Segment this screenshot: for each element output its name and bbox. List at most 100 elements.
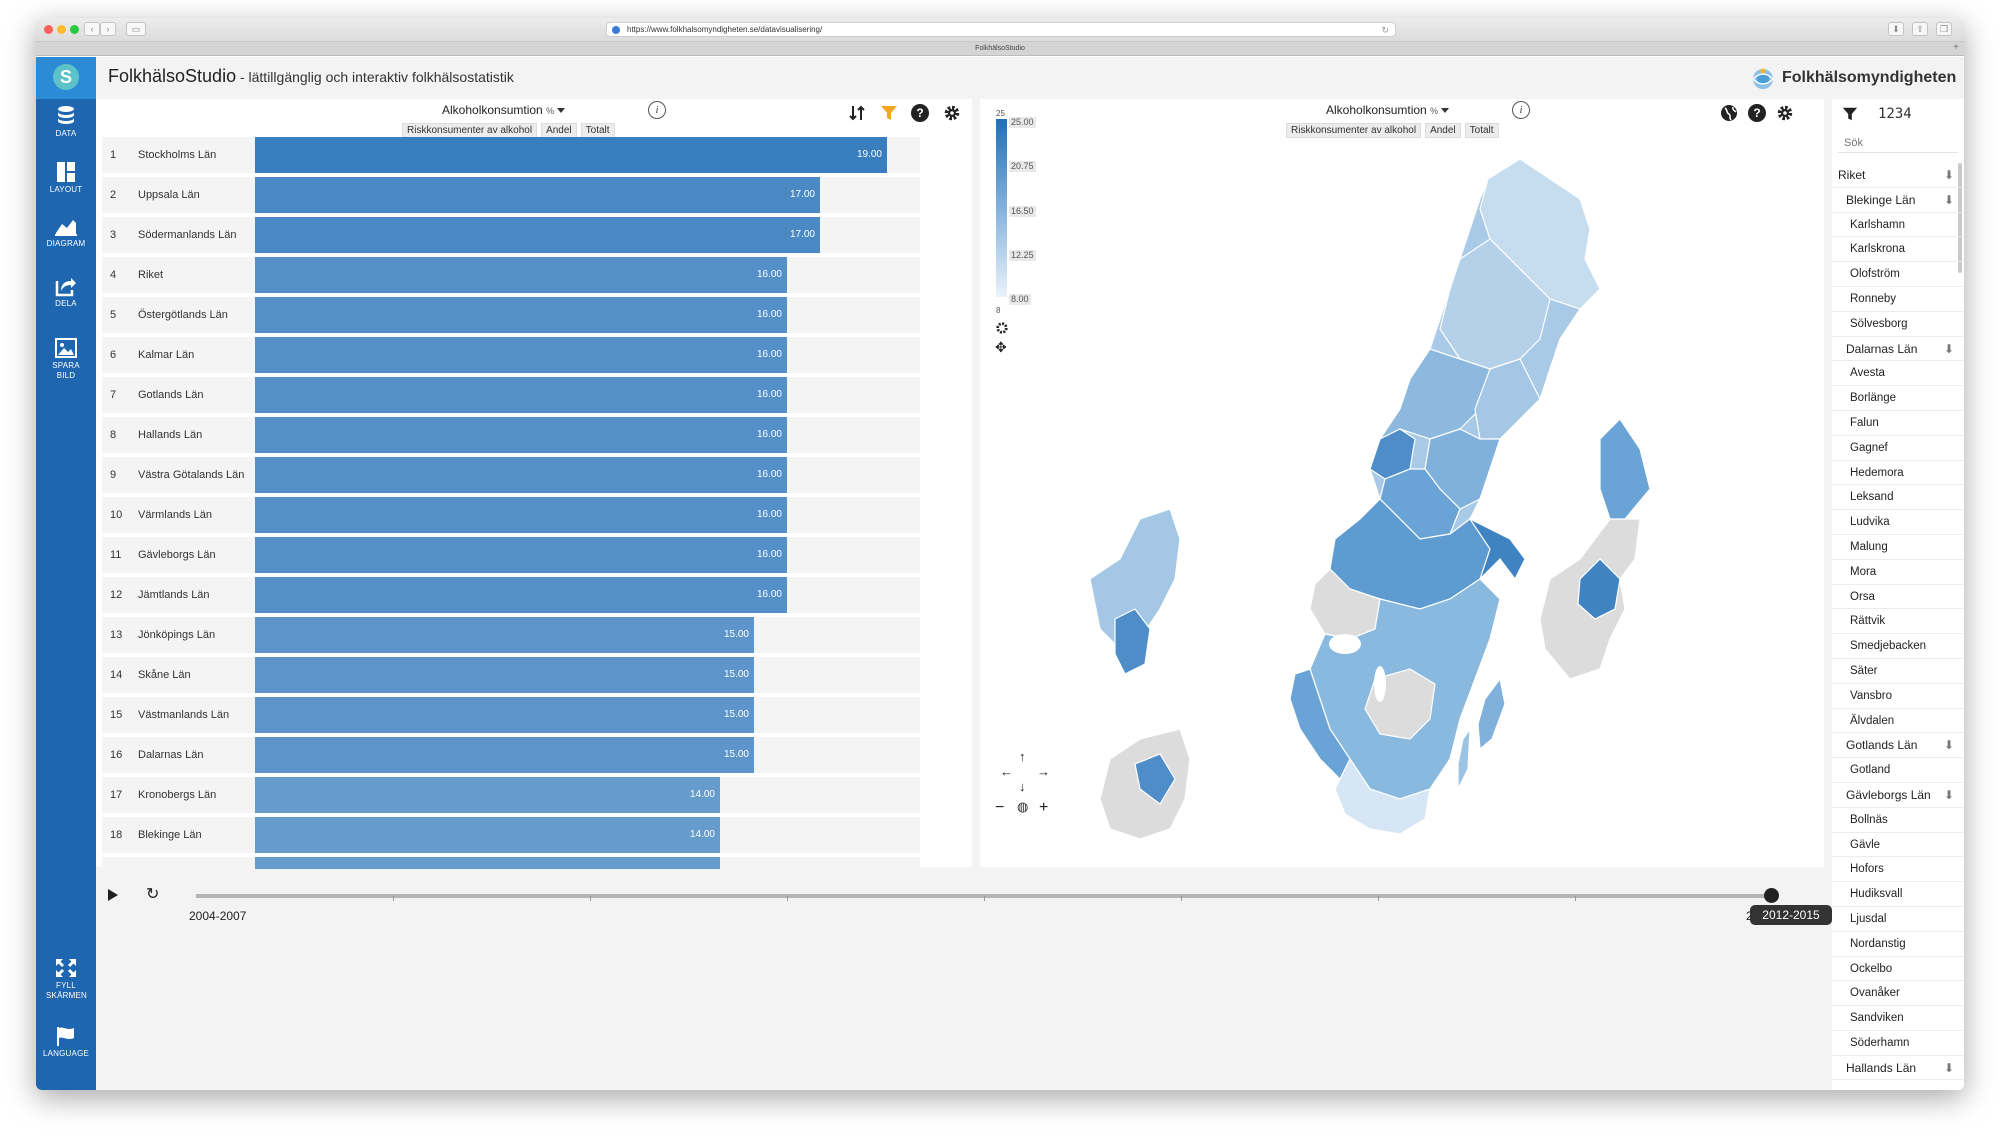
forward-icon[interactable]: › [100,22,116,36]
filter-item-municipality[interactable]: Karlshamn [1832,213,1964,238]
pan-left-icon[interactable]: ← [1000,764,1013,779]
expand-arrow-icon[interactable]: ⬇ [1943,787,1954,802]
filter-item-municipality[interactable]: Bollnäs [1832,808,1964,833]
bar[interactable]: 14.00 [255,817,720,853]
sidebar-item-language[interactable]: LANGUAGE [36,1025,96,1059]
new-tab-icon[interactable]: + [1953,42,1959,53]
org-logo[interactable]: Folkhälsomyndigheten [1750,65,1956,93]
filter-item-municipality[interactable]: Gagnef [1832,436,1964,461]
bar[interactable]: 16.00 [255,577,787,613]
bar[interactable]: 16.00 [255,457,787,493]
filter-item-municipality[interactable]: Ljusdal [1832,907,1964,932]
bar-row[interactable]: 16 Dalarnas Län 15.00 [102,737,920,773]
filter-item-county[interactable]: Hallands Län ⬇ [1832,1056,1964,1081]
filter-item-county[interactable]: Dalarnas Län ⬇ [1832,337,1964,362]
bar-row[interactable]: 9 Västra Götalands Län 16.00 [102,457,920,493]
tabs-overview-icon[interactable]: ❐ [1936,22,1952,36]
chip-measure-type[interactable]: Andel [541,123,577,138]
filter-item-municipality[interactable]: Gotland [1832,758,1964,783]
globe-icon[interactable] [1720,104,1738,122]
pan-right-icon[interactable]: → [1037,764,1050,779]
map-measure-selector[interactable]: Alkoholkonsumtion % [1326,103,1450,117]
minimize-window-button[interactable] [57,25,66,34]
filter-item-municipality[interactable]: Karlskrona [1832,237,1964,263]
map-help-icon[interactable]: ? [1748,104,1766,122]
bar[interactable]: 17.00 [255,177,820,213]
info-icon[interactable]: i [648,101,666,119]
close-window-button[interactable] [44,25,53,34]
filter-item-municipality[interactable]: Söderhamn [1832,1031,1964,1056]
filter-item-municipality[interactable]: Ovanåker [1832,981,1964,1007]
filter-search-input[interactable] [1838,133,1958,153]
share-page-icon[interactable]: ⇪ [1912,22,1928,36]
chip-indicator[interactable]: Riskkonsumenter av alkohol [402,123,538,138]
bar[interactable]: 15.00 [255,737,754,773]
sidebar-item-layout[interactable]: LAYOUT [36,161,96,195]
filter-item-municipality[interactable]: Smedjebacken [1832,634,1964,659]
bar[interactable]: 16.00 [255,537,787,573]
bar-row[interactable]: 14 Skåne Län 15.00 [102,657,920,693]
download-icon[interactable]: ⬇ [1888,22,1904,36]
bar-row[interactable]: 17 Kronobergs Län 14.00 [102,777,920,813]
bar-row[interactable]: 11 Gävleborgs Län 16.00 [102,537,920,573]
bar-row[interactable]: 8 Hallands Län 16.00 [102,417,920,453]
bar[interactable]: 16.00 [255,337,787,373]
bar-row[interactable]: 1 Stockholms Län 19.00 [102,137,920,173]
bar-row[interactable]: 7 Gotlands Län 16.00 [102,377,920,413]
reload-page-icon[interactable]: ↻ [1381,25,1389,35]
filter-icon[interactable] [880,104,898,122]
filter-item-municipality[interactable]: Hedemora [1832,461,1964,486]
zoom-window-button[interactable] [70,25,79,34]
play-icon[interactable] [108,889,118,901]
map-info-icon[interactable]: i [1512,101,1530,119]
chip-sex[interactable]: Totalt [580,123,615,138]
sidebar-item-share[interactable]: DELA [36,275,96,309]
bar-row[interactable]: 4 Riket 16.00 [102,257,920,293]
sidebar-toggle-icon[interactable]: ▭ [126,22,146,36]
filter-item-municipality[interactable]: Avesta [1832,361,1964,387]
replay-icon[interactable]: ↻ [146,886,160,903]
bar-row[interactable]: 6 Kalmar Län 16.00 [102,337,920,373]
help-icon[interactable]: ? [911,104,929,122]
filter-item-municipality[interactable]: Älvdalen [1832,709,1964,734]
filter-scrollbar[interactable] [1958,163,1962,273]
bar[interactable]: 15.00 [255,617,754,653]
filter-item-municipality[interactable]: Ockelbo [1832,957,1964,982]
expand-arrow-icon[interactable]: ⬇ [1943,168,1954,182]
filter-item-municipality[interactable]: Gävle [1832,833,1964,858]
filter-funnel-icon[interactable] [1842,106,1858,122]
map-gear-icon[interactable] [1776,104,1794,122]
sweden-choropleth-map[interactable] [1080,139,1820,849]
bar-row[interactable]: 15 Västmanlands Län 15.00 [102,697,920,733]
bar[interactable]: 16.00 [255,497,787,533]
map-settings-icon[interactable] [995,321,1009,335]
filter-item-county[interactable]: Gävleborgs Län ⬇ [1832,783,1964,808]
filter-item-municipality[interactable]: Orsa [1832,585,1964,610]
timeline-thumb[interactable] [1764,888,1779,903]
bar[interactable]: 14.00 [255,777,720,813]
expand-arrow-icon[interactable]: ⬇ [1943,1060,1954,1075]
gear-icon[interactable] [943,104,961,122]
filter-item-municipality[interactable]: Olofström [1832,262,1964,287]
bar[interactable]: 16.00 [255,257,787,293]
zoom-in-icon[interactable]: + [1039,799,1049,816]
filter-item-municipality[interactable]: Vansbro [1832,684,1964,709]
bar-row[interactable]: 13 Jönköpings Län 15.00 [102,617,920,653]
bar[interactable]: 16.00 [255,297,787,333]
bar-row[interactable]: 12 Jämtlands Län 16.00 [102,577,920,613]
filter-item-municipality[interactable]: Leksand [1832,485,1964,511]
filter-item-municipality[interactable]: Mora [1832,560,1964,585]
expand-arrow-icon[interactable]: ⬇ [1943,192,1954,207]
filter-item-municipality[interactable]: Malung [1832,535,1964,560]
sidebar-item-save-image[interactable]: SPARA BILD [36,337,96,381]
filter-item-county[interactable]: Blekinge Län ⬇ [1832,188,1964,213]
bar[interactable]: 15.00 [255,657,754,693]
filter-item-municipality[interactable]: Ludvika [1832,510,1964,535]
tab-title[interactable]: FolkhälsoStudio [975,45,1025,52]
sidebar-item-diagram[interactable]: DIAGRAM [36,215,96,249]
filter-item-country[interactable]: Riket ⬇ [1832,163,1964,188]
map-chip-measure-type[interactable]: Andel [1425,123,1461,138]
bar[interactable]: 17.00 [255,217,820,253]
bar-row[interactable]: 10 Värmlands Län 16.00 [102,497,920,533]
bar[interactable]: 15.00 [255,697,754,733]
